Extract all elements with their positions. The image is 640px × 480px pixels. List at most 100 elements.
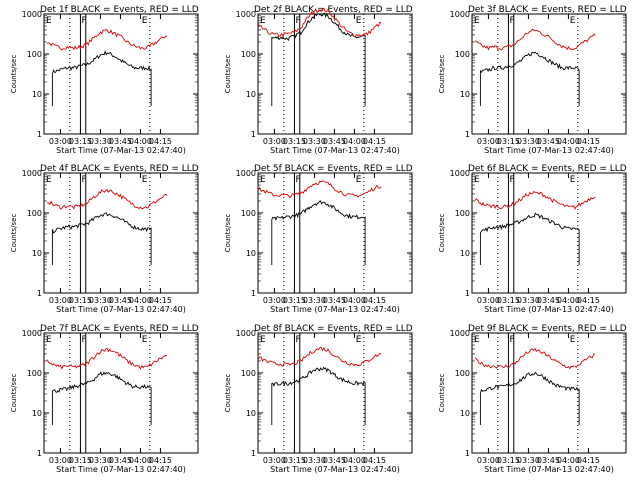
x-tick-label: 03:15 [283, 456, 306, 465]
marker-letter: E [570, 16, 576, 26]
x-tick-label: 04:15 [577, 137, 600, 146]
y-tick-label: 1 [465, 449, 470, 458]
y-tick-label: 100 [241, 50, 256, 59]
x-tick-label: 04:00 [343, 137, 366, 146]
x-tick-label: 03:30 [517, 296, 540, 305]
marker-letter: E [46, 335, 52, 345]
x-axis-label: Start Time (07-Mar-13 02:47:40) [484, 465, 614, 474]
y-tick-label: 100 [455, 50, 470, 59]
y-axis-label: Counts/sec [224, 374, 232, 413]
marker-letter: E [142, 16, 148, 26]
chart-panel-4: Det 4f BLACK = Events, RED = LLD 1 10 100 10… [10, 164, 199, 314]
events-series-line [51, 50, 152, 106]
x-tick-label: 03:00 [263, 137, 286, 146]
x-tick-label: 03:15 [69, 137, 92, 146]
lld-series-line [258, 180, 382, 199]
marker-letter: E [474, 16, 480, 26]
x-tick-label: 03:45 [323, 456, 346, 465]
x-tick-label: 04:00 [343, 296, 366, 305]
y-tick-label: 10 [246, 409, 256, 418]
lld-series-line [474, 28, 596, 51]
x-tick-label: 04:00 [557, 456, 580, 465]
marker-letter: F [295, 335, 300, 345]
marker-letter: E [570, 175, 576, 185]
lld-series-line [46, 29, 168, 51]
x-tick-label: 03:45 [537, 137, 560, 146]
chart-title: Det 2f BLACK = Events, RED = LLD [254, 5, 413, 15]
x-axis-label: Start Time (07-Mar-13 02:47:40) [56, 146, 186, 155]
x-axis-label: Start Time (07-Mar-13 02:47:40) [270, 465, 400, 474]
y-tick-label: 1000 [236, 10, 256, 19]
y-axis-label: Counts/sec [10, 214, 18, 253]
x-tick-label: 03:00 [477, 296, 500, 305]
x-tick-label: 03:30 [89, 296, 112, 305]
y-tick-label: 100 [241, 369, 256, 378]
events-series-line [479, 371, 580, 425]
plot-frame [471, 332, 627, 454]
x-tick-label: 03:30 [303, 296, 326, 305]
marker-letter: F [81, 175, 86, 185]
plot-frame [43, 13, 199, 135]
x-tick-label: 03:15 [497, 137, 520, 146]
chart-title: Det 4f BLACK = Events, RED = LLD [40, 164, 199, 174]
x-tick-label: 03:45 [537, 296, 560, 305]
y-axis-label: Counts/sec [438, 374, 446, 413]
marker-letter: F [81, 335, 86, 345]
y-tick-label: 1 [37, 289, 42, 298]
y-tick-label: 1000 [450, 10, 470, 19]
x-axis-label: Start Time (07-Mar-13 02:47:40) [56, 305, 186, 314]
y-tick-label: 1 [37, 130, 42, 139]
y-tick-label: 1000 [236, 329, 256, 338]
y-tick-label: 1000 [22, 10, 42, 19]
chart-panel-1: Det 1f BLACK = Events, RED = LLD 1 10 100 10… [10, 5, 199, 155]
chart-panel-7: Det 7f BLACK = Events, RED = LLD 1 10 100 10… [10, 324, 199, 474]
lld-series-line [47, 189, 168, 210]
y-tick-label: 100 [27, 209, 42, 218]
y-tick-label: 10 [460, 249, 470, 258]
x-tick-label: 04:15 [149, 296, 172, 305]
marker-letter: F [509, 16, 514, 26]
events-series-line [271, 200, 366, 265]
y-tick-label: 1000 [450, 329, 470, 338]
marker-letter: E [474, 335, 480, 345]
marker-letter: F [295, 16, 300, 26]
chart-title: Det 5f BLACK = Events, RED = LLD [254, 164, 413, 174]
y-tick-label: 1000 [22, 329, 42, 338]
x-tick-label: 03:45 [537, 456, 560, 465]
chart-title: Det 7f BLACK = Events, RED = LLD [40, 324, 199, 334]
y-tick-label: 1 [251, 130, 256, 139]
y-axis-label: Counts/sec [10, 374, 18, 413]
y-tick-label: 10 [32, 249, 42, 258]
marker-letter: F [509, 175, 514, 185]
y-axis-label: Counts/sec [438, 55, 446, 94]
x-tick-label: 03:45 [323, 296, 346, 305]
x-tick-label: 03:45 [323, 137, 346, 146]
x-tick-label: 03:30 [517, 137, 540, 146]
marker-letter: E [260, 175, 266, 185]
marker-letter: F [509, 335, 514, 345]
marker-letter: E [356, 16, 362, 26]
chart-title: Det 6f BLACK = Events, RED = LLD [468, 164, 627, 174]
lld-series-line [258, 346, 382, 367]
marker-letter: E [356, 335, 362, 345]
x-tick-label: 03:30 [89, 456, 112, 465]
x-tick-label: 03:00 [49, 137, 72, 146]
x-tick-label: 03:15 [283, 137, 306, 146]
x-tick-label: 04:00 [557, 296, 580, 305]
y-tick-label: 1000 [450, 169, 470, 178]
y-tick-label: 1 [251, 289, 256, 298]
marker-letter: E [260, 16, 266, 26]
x-axis-label: Start Time (07-Mar-13 02:47:40) [56, 465, 186, 474]
y-tick-label: 1000 [22, 169, 42, 178]
x-tick-label: 04:00 [129, 137, 152, 146]
y-tick-label: 10 [32, 409, 42, 418]
y-tick-label: 10 [460, 409, 470, 418]
x-tick-label: 04:00 [129, 456, 152, 465]
marker-letter: F [81, 16, 86, 26]
chart-panel-9: Det 9f BLACK = Events, RED = LLD 1 10 100 10… [438, 324, 627, 474]
y-tick-label: 1 [37, 449, 42, 458]
plot-frame [257, 172, 413, 294]
x-tick-label: 03:30 [303, 456, 326, 465]
x-tick-label: 03:15 [283, 296, 306, 305]
